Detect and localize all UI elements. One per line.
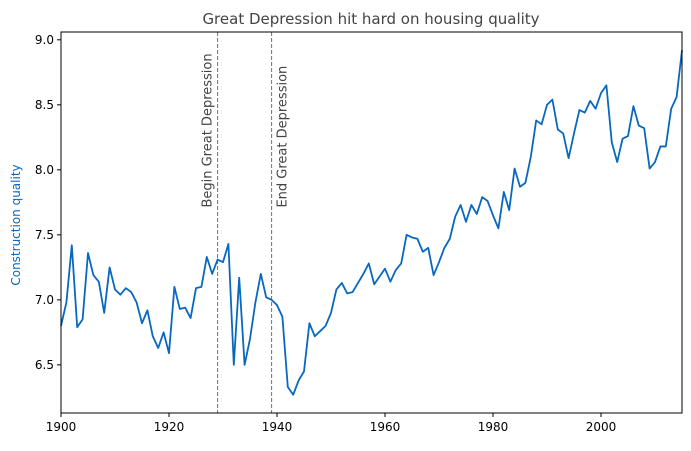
chart-title: Great Depression hit hard on housing qua… — [202, 10, 539, 28]
annotation-label: End Great Depression — [276, 66, 291, 208]
series-group — [60, 50, 683, 396]
x-tick-label: 1920 — [154, 420, 185, 434]
series-line — [60, 50, 683, 396]
x-tick-label: 1900 — [46, 420, 77, 434]
y-tick-label: 6.5 — [35, 358, 54, 372]
y-axis-label: Construction quality — [9, 164, 23, 285]
x-axis-ticks: 1900 1920 1940 1960 1980 2000 — [46, 413, 617, 434]
annotation-label: Begin Great Depression — [201, 53, 216, 207]
x-tick-label: 1940 — [262, 420, 293, 434]
x-tick-label: 1960 — [370, 420, 401, 434]
annotation-group: Begin Great Depression End Great Depressi… — [201, 32, 291, 413]
y-tick-label: 8.0 — [35, 163, 54, 177]
y-tick-label: 8.5 — [35, 98, 54, 112]
y-tick-label: 7.5 — [35, 228, 54, 242]
x-tick-label: 1980 — [478, 420, 509, 434]
x-tick-label: 2000 — [586, 420, 617, 434]
y-tick-label: 7.0 — [35, 293, 54, 307]
y-tick-label: 9.0 — [35, 33, 54, 47]
y-axis-ticks: 6.5 7.0 7.5 8.0 8.5 9.0 — [35, 33, 61, 372]
plot-frame — [60, 31, 683, 414]
